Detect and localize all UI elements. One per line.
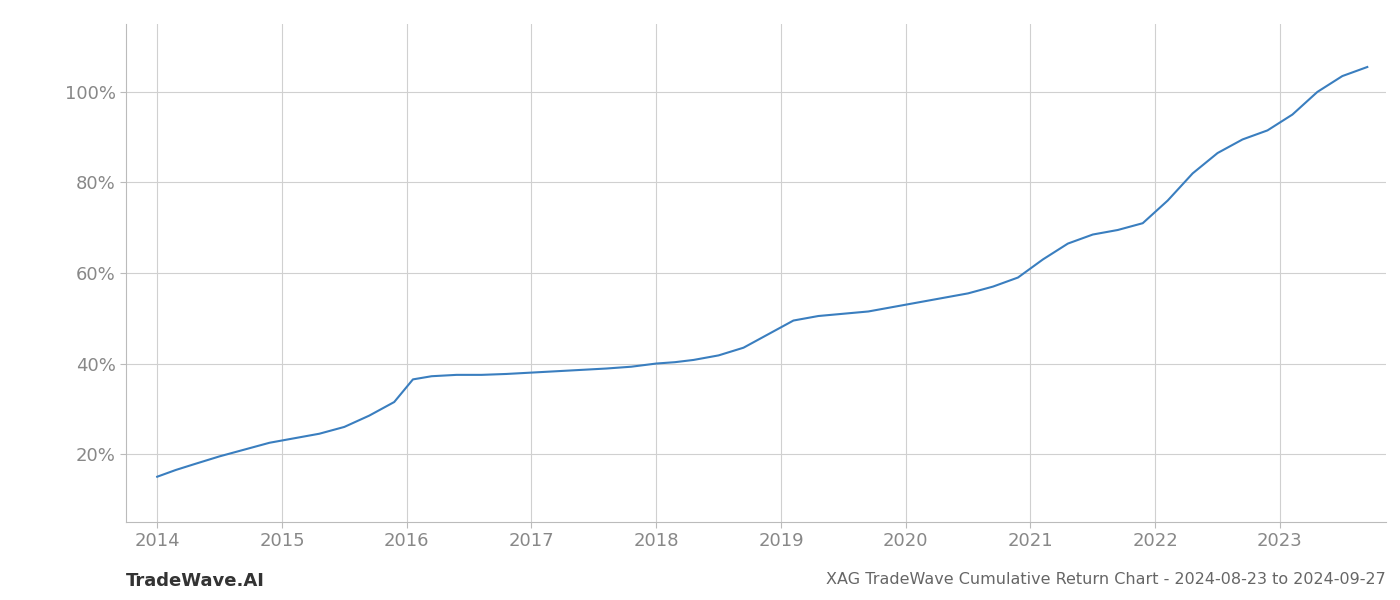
Text: TradeWave.AI: TradeWave.AI (126, 572, 265, 590)
Text: XAG TradeWave Cumulative Return Chart - 2024-08-23 to 2024-09-27: XAG TradeWave Cumulative Return Chart - … (826, 572, 1386, 587)
